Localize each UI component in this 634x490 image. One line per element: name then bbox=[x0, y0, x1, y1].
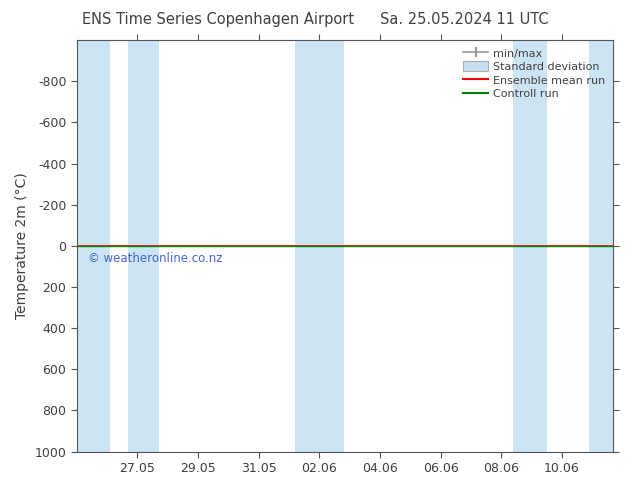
Text: Sa. 25.05.2024 11 UTC: Sa. 25.05.2024 11 UTC bbox=[380, 12, 549, 27]
Bar bbox=[589, 40, 614, 452]
Text: ENS Time Series Copenhagen Airport: ENS Time Series Copenhagen Airport bbox=[82, 12, 354, 27]
Bar bbox=[514, 40, 547, 452]
Bar bbox=[77, 40, 110, 452]
Legend: min/max, Standard deviation, Ensemble mean run, Controll run: min/max, Standard deviation, Ensemble me… bbox=[459, 44, 610, 104]
Bar bbox=[128, 40, 158, 452]
Bar bbox=[295, 40, 344, 452]
Text: © weatheronline.co.nz: © weatheronline.co.nz bbox=[87, 252, 222, 265]
Y-axis label: Temperature 2m (°C): Temperature 2m (°C) bbox=[15, 172, 29, 319]
